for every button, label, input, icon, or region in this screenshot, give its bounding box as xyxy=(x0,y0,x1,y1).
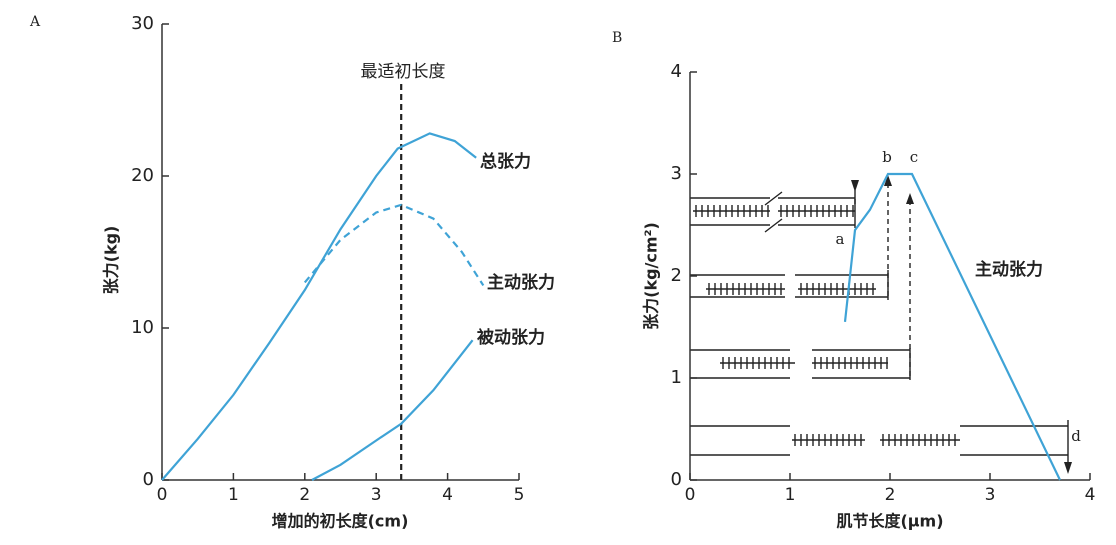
chart-title: A xyxy=(29,14,41,30)
y-tick-label: 3 xyxy=(671,163,682,184)
point-label: b xyxy=(882,148,892,166)
y-tick-label: 4 xyxy=(671,61,682,82)
point-label: c xyxy=(910,148,918,166)
point-label: a xyxy=(836,230,845,248)
x-tick-label: 1 xyxy=(228,485,239,505)
filament xyxy=(778,205,855,217)
x-axis-label: 增加的初长度(cm) xyxy=(272,512,409,531)
y-tick-label: 0 xyxy=(671,469,682,490)
y-tick-label: 1 xyxy=(671,367,682,388)
y-axis-label: 张力(kg/cm²) xyxy=(642,222,661,330)
x-tick-label: 3 xyxy=(985,485,996,505)
filament xyxy=(880,434,960,446)
sarcomere-2 xyxy=(690,270,889,300)
filament xyxy=(720,357,795,369)
y-tick-label: 2 xyxy=(671,265,682,286)
filament xyxy=(812,357,888,369)
y-tick-label: 10 xyxy=(131,317,154,338)
filament xyxy=(798,283,876,295)
series-line xyxy=(303,203,485,287)
x-tick-label: 5 xyxy=(514,485,525,505)
sarcomere-3 xyxy=(690,348,911,380)
series-label: 被动张力 xyxy=(477,327,545,348)
series-label: 主动张力 xyxy=(975,259,1043,280)
arrowhead xyxy=(851,175,1072,474)
x-axis-label: 肌节长度(μm) xyxy=(836,512,943,531)
x-tick-label: 0 xyxy=(685,485,696,505)
series-label: 总张力 xyxy=(480,151,531,172)
series-line xyxy=(311,339,474,481)
x-tick-label: 4 xyxy=(1085,485,1096,505)
filament xyxy=(792,434,865,446)
filament xyxy=(706,283,785,295)
y-tick-label: 20 xyxy=(131,165,154,186)
y-tick-label: 30 xyxy=(131,13,154,34)
sarcomere-1 xyxy=(690,191,856,233)
y-tick-label: 0 xyxy=(143,469,154,490)
series-line xyxy=(161,132,477,481)
chart-title: B xyxy=(612,30,622,46)
x-tick-label: 2 xyxy=(885,485,896,505)
x-tick-label: 2 xyxy=(299,485,310,505)
x-tick-label: 3 xyxy=(371,485,382,505)
filament xyxy=(693,205,770,217)
sarcomere-diagrams xyxy=(690,175,1072,474)
annotation: 最适初长度 xyxy=(361,62,446,82)
x-tick-label: 1 xyxy=(785,485,796,505)
x-tick-label: 4 xyxy=(442,485,453,505)
x-tick-label: 0 xyxy=(157,485,168,505)
series-line xyxy=(843,172,1061,481)
point-label: d xyxy=(1071,427,1081,445)
y-axis-label: 张力(kg) xyxy=(102,226,121,295)
dashed-arrow xyxy=(854,178,911,376)
series-label: 主动张力 xyxy=(487,272,555,293)
sarcomere-4 xyxy=(690,420,1069,470)
